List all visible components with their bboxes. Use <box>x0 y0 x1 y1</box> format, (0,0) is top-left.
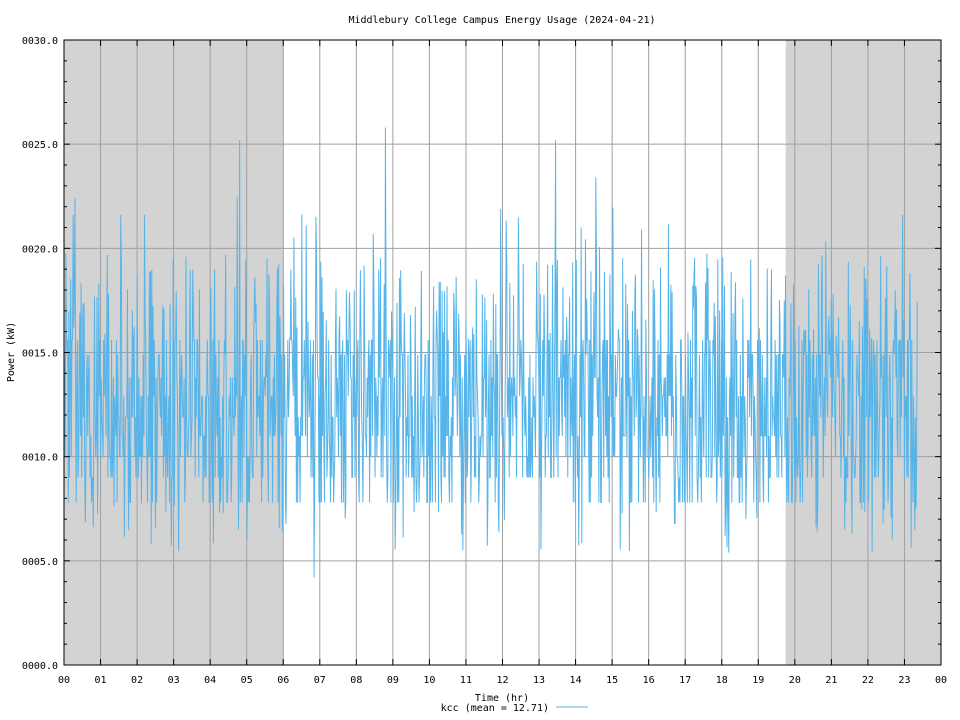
x-tick-label: 08 <box>350 675 362 686</box>
x-tick-label: 06 <box>277 675 289 686</box>
x-tick-label: 10 <box>423 675 435 686</box>
y-tick-label: 0010.0 <box>22 453 58 464</box>
x-axis-label: Time (hr) <box>475 693 529 704</box>
x-tick-label: 11 <box>460 675 472 686</box>
tick-labels: 00 01 02 03 04 05 06 07 08 09 10 11 12 13 14 15 16 17 18 19… <box>22 36 947 686</box>
x-tick-label: 02 <box>131 675 143 686</box>
x-tick-label: 00 <box>58 675 70 686</box>
x-tick-label: 21 <box>825 675 837 686</box>
x-tick-label: 15 <box>606 675 618 686</box>
x-tick-label: 20 <box>789 675 801 686</box>
x-tick-label: 19 <box>752 675 764 686</box>
x-tick-label: 12 <box>496 675 508 686</box>
x-tick-label: 16 <box>643 675 655 686</box>
x-tick-label: 03 <box>168 675 180 686</box>
y-axis-label: Power (kW) <box>6 322 17 382</box>
x-tick-label: 22 <box>862 675 874 686</box>
legend-label: kcc (mean = 12.71) <box>441 703 549 714</box>
legend: kcc (mean = 12.71) <box>441 703 588 714</box>
y-tick-label: 0005.0 <box>22 557 58 568</box>
series-line-kcc <box>63 127 918 578</box>
x-tick-label: 23 <box>898 675 910 686</box>
x-tick-label: 09 <box>387 675 399 686</box>
y-tick-label: 0025.0 <box>22 140 58 151</box>
x-tick-label: 01 <box>95 675 107 686</box>
x-tick-label: 13 <box>533 675 545 686</box>
x-tick-label: 04 <box>204 675 216 686</box>
x-tick-label: 14 <box>570 675 582 686</box>
y-tick-label: 0000.0 <box>22 661 58 672</box>
x-tick-label: 17 <box>679 675 691 686</box>
x-tick-label: 05 <box>241 675 253 686</box>
series-line-group <box>63 127 918 578</box>
axis-ticks <box>63 39 942 666</box>
y-tick-label: 0030.0 <box>22 36 58 47</box>
y-tick-label: 0020.0 <box>22 244 58 255</box>
x-tick-label: 18 <box>716 675 728 686</box>
x-tick-label: 00 <box>935 675 947 686</box>
y-tick-label: 0015.0 <box>22 349 58 360</box>
x-tick-label: 07 <box>314 675 326 686</box>
chart-title: Middlebury College Campus Energy Usage (… <box>348 15 655 26</box>
